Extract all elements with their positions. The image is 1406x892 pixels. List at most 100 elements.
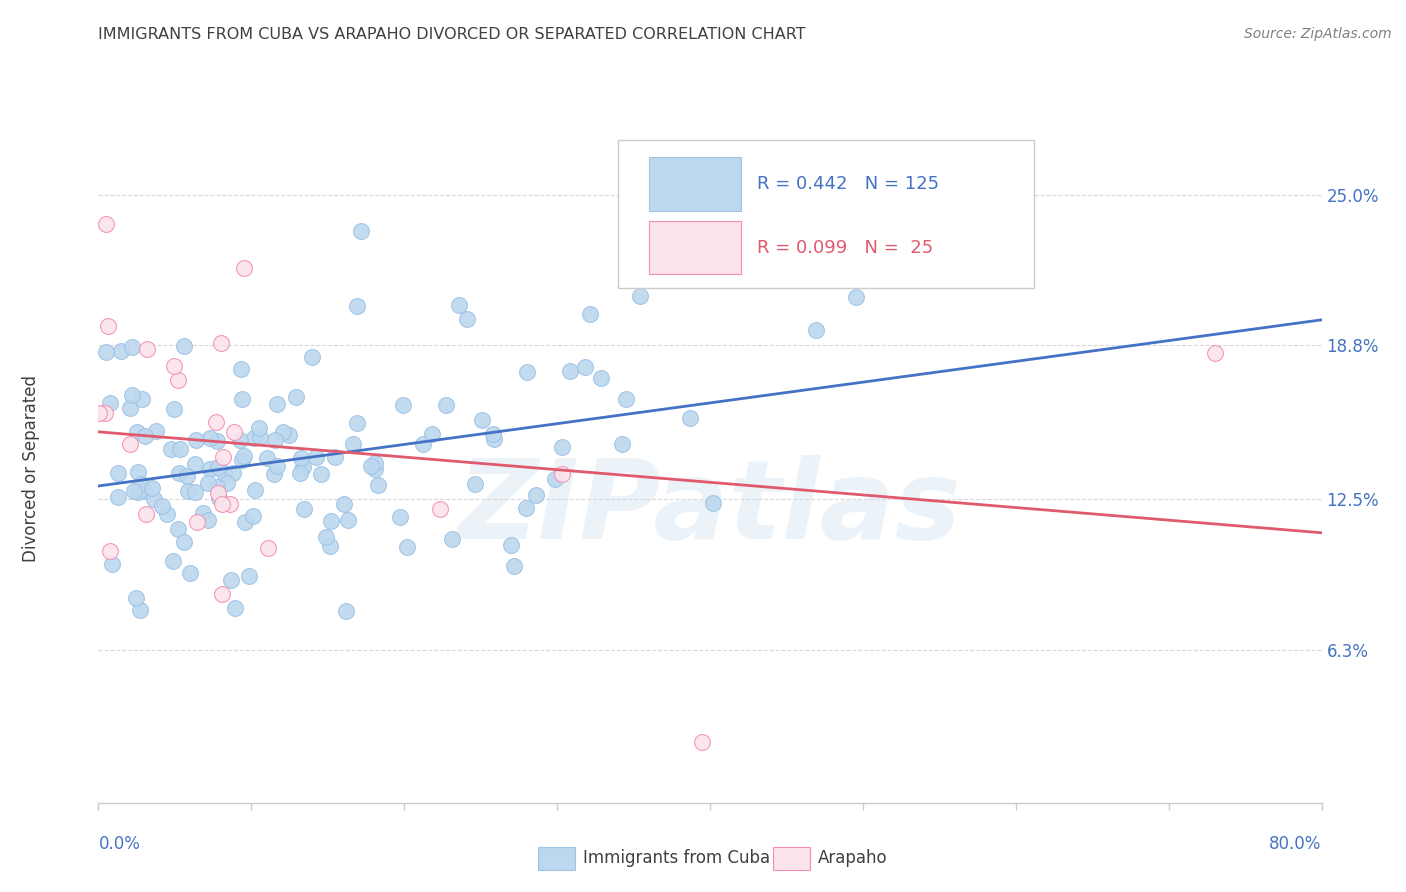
Point (233, 449, 256, 463)
Point (363, 462, 385, 476)
Point (167, 467, 190, 481)
Point (184, 433, 207, 447)
Point (197, 513, 219, 527)
Point (309, 467, 332, 482)
Point (429, 502, 451, 516)
Point (207, 434, 229, 449)
Point (167, 373, 190, 387)
Point (319, 514, 342, 528)
Text: Divorced or Separated: Divorced or Separated (22, 375, 41, 562)
Point (290, 451, 312, 466)
Point (162, 401, 184, 416)
Point (516, 365, 538, 379)
Text: R = 0.099   N =  25: R = 0.099 N = 25 (756, 238, 932, 257)
Point (574, 360, 596, 375)
Point (471, 413, 494, 427)
Point (277, 428, 299, 442)
Point (679, 410, 702, 425)
Point (135, 343, 157, 357)
Point (543, 472, 565, 486)
Point (456, 312, 478, 326)
Point (263, 467, 285, 482)
Point (692, 735, 714, 749)
Point (482, 426, 505, 441)
Point (132, 483, 155, 498)
Point (558, 364, 581, 378)
Point (364, 456, 387, 470)
Point (233, 515, 256, 529)
Point (184, 484, 207, 499)
Point (176, 469, 198, 483)
Point (125, 591, 148, 605)
Point (179, 566, 201, 580)
Point (207, 486, 229, 500)
Point (360, 458, 382, 473)
Point (177, 484, 200, 499)
Point (392, 398, 415, 412)
Point (100, 543, 122, 558)
Point (288, 466, 311, 480)
Point (350, 223, 373, 237)
Point (238, 568, 260, 582)
Point (131, 392, 153, 406)
Point (447, 298, 470, 312)
Point (209, 336, 232, 351)
Point (205, 480, 228, 494)
Point (207, 459, 229, 474)
Point (145, 424, 167, 438)
Point (231, 452, 253, 467)
Point (420, 426, 443, 441)
Point (173, 534, 195, 549)
Point (231, 392, 253, 406)
Text: Source: ZipAtlas.com: Source: ZipAtlas.com (1244, 27, 1392, 41)
Point (395, 540, 418, 554)
Point (215, 476, 238, 491)
Point (121, 340, 143, 354)
Point (127, 485, 149, 500)
Point (198, 432, 221, 446)
Point (257, 541, 280, 556)
Point (135, 508, 157, 522)
Point (141, 482, 163, 496)
Point (305, 450, 328, 465)
Text: 80.0%: 80.0% (1270, 835, 1322, 853)
Point (291, 460, 314, 475)
Point (211, 497, 233, 511)
Point (118, 401, 141, 416)
Point (156, 507, 179, 521)
Point (134, 429, 156, 443)
FancyBboxPatch shape (648, 157, 741, 211)
Point (167, 522, 190, 536)
Point (124, 484, 146, 499)
Point (142, 491, 165, 506)
Point (482, 432, 505, 446)
Text: R = 0.442   N = 125: R = 0.442 N = 125 (756, 175, 939, 193)
Point (184, 457, 207, 471)
Point (101, 558, 124, 572)
Point (150, 499, 173, 513)
Point (315, 530, 337, 544)
Point (579, 308, 602, 322)
Point (342, 436, 364, 450)
Point (224, 425, 246, 439)
Point (440, 532, 463, 546)
Point (107, 490, 129, 504)
Point (231, 362, 253, 376)
Point (464, 477, 486, 491)
Point (243, 431, 266, 445)
Text: IMMIGRANTS FROM CUBA VS ARAPAHO DIVORCED OR SEPARATED CORRELATION CHART: IMMIGRANTS FROM CUBA VS ARAPAHO DIVORCED… (98, 27, 806, 42)
Point (118, 437, 141, 451)
Text: Immigrants from Cuba: Immigrants from Cuba (583, 849, 770, 867)
Point (551, 440, 574, 454)
Point (266, 397, 288, 411)
Point (169, 442, 191, 456)
Point (264, 433, 287, 447)
Point (129, 603, 152, 617)
Point (335, 604, 357, 618)
Point (212, 450, 235, 465)
Point (243, 483, 266, 497)
Point (614, 392, 637, 406)
Point (87, 406, 110, 420)
Point (256, 450, 278, 465)
Point (388, 510, 411, 524)
